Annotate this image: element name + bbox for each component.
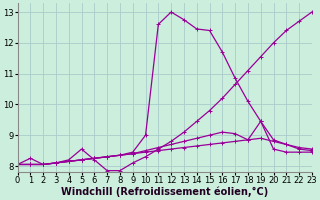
X-axis label: Windchill (Refroidissement éolien,°C): Windchill (Refroidissement éolien,°C) (61, 187, 268, 197)
